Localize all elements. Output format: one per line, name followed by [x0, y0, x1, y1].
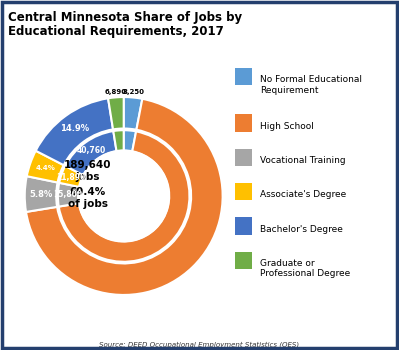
Wedge shape [58, 183, 79, 206]
Wedge shape [25, 176, 57, 212]
Text: 40,760: 40,760 [76, 146, 106, 155]
Wedge shape [65, 131, 117, 175]
Wedge shape [59, 166, 83, 187]
Text: 5.8%: 5.8% [29, 190, 52, 199]
Text: Central Minnesota Share of Jobs by
Educational Requirements, 2017: Central Minnesota Share of Jobs by Educa… [8, 10, 242, 38]
FancyBboxPatch shape [235, 217, 251, 234]
Text: 189,640
jobs: 189,640 jobs [64, 160, 111, 182]
Circle shape [78, 150, 169, 242]
Text: Associate's Degree: Associate's Degree [260, 190, 346, 199]
Wedge shape [27, 151, 64, 182]
Text: 6,890: 6,890 [105, 89, 126, 95]
Text: Bachelor's Degree: Bachelor's Degree [260, 225, 343, 234]
Text: 8,250: 8,250 [122, 89, 144, 95]
FancyBboxPatch shape [235, 114, 251, 132]
Wedge shape [113, 130, 124, 151]
Text: Graduate or
Professional Degree: Graduate or Professional Degree [260, 259, 350, 278]
FancyBboxPatch shape [235, 68, 251, 85]
FancyBboxPatch shape [235, 149, 251, 166]
Wedge shape [36, 98, 113, 165]
Text: Vocational Training: Vocational Training [260, 156, 346, 165]
Text: High School: High School [260, 122, 314, 131]
Text: 69.4%
of jobs: 69.4% of jobs [68, 188, 108, 209]
Text: 11,890: 11,890 [57, 173, 86, 182]
Wedge shape [59, 131, 190, 262]
Text: 14.9%: 14.9% [60, 124, 89, 133]
Wedge shape [124, 130, 136, 151]
FancyBboxPatch shape [235, 252, 251, 269]
Wedge shape [124, 97, 142, 130]
FancyBboxPatch shape [235, 183, 251, 200]
Text: 15,800: 15,800 [53, 190, 83, 199]
Text: No Formal Educational
Requirement: No Formal Educational Requirement [260, 75, 362, 94]
Wedge shape [108, 97, 124, 130]
Wedge shape [26, 99, 223, 295]
Text: Source: DEED Occupational Employment Statistics (OES): Source: DEED Occupational Employment Sta… [99, 342, 300, 348]
Text: 4.4%: 4.4% [35, 166, 55, 172]
